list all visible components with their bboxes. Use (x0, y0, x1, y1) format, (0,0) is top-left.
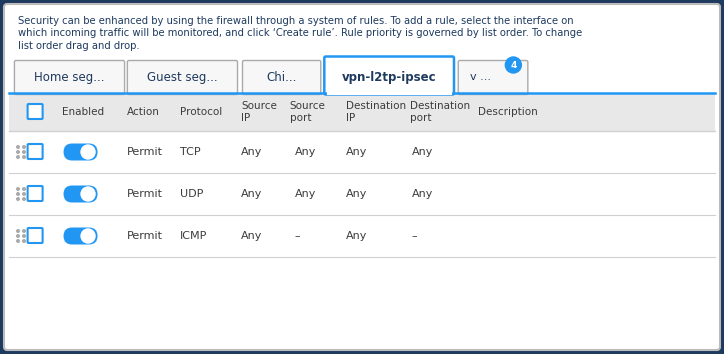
Text: Guest seg...: Guest seg... (147, 71, 218, 84)
FancyBboxPatch shape (28, 104, 43, 119)
FancyBboxPatch shape (64, 185, 98, 202)
Text: Any: Any (412, 189, 433, 199)
Text: Action: Action (127, 107, 159, 117)
Text: Any: Any (346, 231, 368, 241)
FancyBboxPatch shape (64, 143, 98, 160)
Text: Source
IP: Source IP (241, 101, 277, 123)
Text: Any: Any (241, 189, 263, 199)
Circle shape (17, 198, 20, 200)
FancyBboxPatch shape (9, 173, 715, 215)
Circle shape (17, 240, 20, 242)
Circle shape (22, 235, 25, 237)
Text: ICMP: ICMP (180, 231, 207, 241)
Text: –: – (295, 231, 300, 241)
Circle shape (17, 156, 20, 158)
Text: Enabled: Enabled (62, 107, 104, 117)
FancyBboxPatch shape (14, 61, 125, 95)
Text: UDP: UDP (180, 189, 203, 199)
Text: Chi...: Chi... (266, 71, 297, 84)
FancyBboxPatch shape (458, 61, 528, 95)
FancyBboxPatch shape (9, 131, 715, 173)
Circle shape (22, 240, 25, 242)
FancyBboxPatch shape (127, 61, 237, 95)
Circle shape (22, 151, 25, 153)
Circle shape (22, 188, 25, 190)
Text: Description: Description (478, 107, 538, 117)
Text: Any: Any (412, 147, 433, 157)
Text: list order drag and drop.: list order drag and drop. (18, 41, 140, 51)
Text: 4: 4 (510, 61, 516, 69)
Text: Protocol: Protocol (180, 107, 222, 117)
Text: Home seg...: Home seg... (34, 71, 105, 84)
Text: Security can be enhanced by using the firewall through a system of rules. To add: Security can be enhanced by using the fi… (18, 16, 573, 26)
Circle shape (17, 193, 20, 195)
Text: Permit: Permit (127, 147, 163, 157)
FancyBboxPatch shape (64, 228, 98, 245)
Text: v ...: v ... (470, 73, 491, 82)
Text: Any: Any (241, 231, 263, 241)
Text: Any: Any (295, 147, 316, 157)
Text: –: – (412, 231, 418, 241)
Circle shape (17, 230, 20, 232)
Text: Destination
IP: Destination IP (346, 101, 406, 123)
FancyBboxPatch shape (324, 57, 454, 95)
Text: Permit: Permit (127, 231, 163, 241)
FancyBboxPatch shape (243, 61, 321, 95)
Circle shape (81, 187, 95, 201)
Text: Permit: Permit (127, 189, 163, 199)
FancyBboxPatch shape (28, 228, 43, 243)
FancyBboxPatch shape (28, 144, 43, 159)
Circle shape (17, 188, 20, 190)
Circle shape (81, 229, 95, 243)
FancyBboxPatch shape (4, 4, 720, 350)
Text: Any: Any (346, 189, 368, 199)
FancyBboxPatch shape (28, 186, 43, 201)
Circle shape (81, 145, 95, 159)
FancyBboxPatch shape (9, 215, 715, 257)
Circle shape (22, 156, 25, 158)
Text: which incoming traffic will be monitored, and click ‘Create rule’. Rule priority: which incoming traffic will be monitored… (18, 29, 582, 39)
FancyBboxPatch shape (9, 93, 715, 131)
Circle shape (22, 230, 25, 232)
Circle shape (17, 235, 20, 237)
Text: Source
port: Source port (290, 101, 326, 123)
Text: Any: Any (295, 189, 316, 199)
Circle shape (22, 146, 25, 148)
Circle shape (505, 57, 521, 73)
Text: Any: Any (241, 147, 263, 157)
Text: vpn-l2tp-ipsec: vpn-l2tp-ipsec (342, 71, 437, 84)
Text: TCP: TCP (180, 147, 200, 157)
Text: Destination
port: Destination port (410, 101, 470, 123)
Circle shape (22, 198, 25, 200)
Circle shape (22, 193, 25, 195)
Circle shape (17, 146, 20, 148)
Text: Any: Any (346, 147, 368, 157)
Circle shape (17, 151, 20, 153)
